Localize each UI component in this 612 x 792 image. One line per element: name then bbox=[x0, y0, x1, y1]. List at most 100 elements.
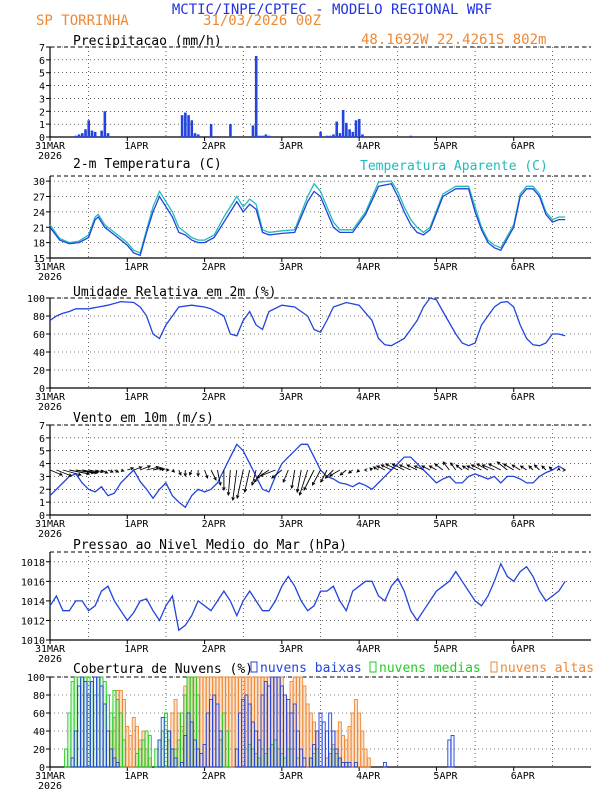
wind-vector bbox=[511, 464, 521, 471]
y-tick-label: 4 bbox=[39, 82, 45, 93]
wind-arrow-head bbox=[384, 463, 389, 467]
precip-bar bbox=[106, 133, 110, 137]
wind-arrow-head bbox=[271, 475, 275, 479]
wind-vector bbox=[217, 469, 221, 486]
wind-arrow-head bbox=[428, 465, 433, 469]
wind-vector bbox=[421, 465, 431, 471]
cloud-bar-nuvens-baixas bbox=[170, 748, 175, 768]
panel-1: 0 1 2 34 5 6 7 31MAR 1APR 2APR 3APR 4APR 5APR 6APR 202… bbox=[35, 34, 591, 162]
wind-vector bbox=[320, 469, 328, 483]
wind-vector bbox=[339, 469, 347, 476]
cloud-bar-nuvens-baixas bbox=[254, 730, 259, 768]
precip-bar bbox=[193, 133, 197, 137]
wind-vector bbox=[455, 464, 463, 471]
cloud-bar-nuvens-altas bbox=[231, 676, 236, 768]
cloud-bar-nuvens-baixas bbox=[247, 703, 252, 768]
cloud-bar-nuvens-baixas bbox=[447, 739, 452, 768]
wind-arrow-head bbox=[320, 479, 324, 483]
wind-vector bbox=[260, 469, 276, 477]
x-tick-label: 6APR bbox=[511, 262, 536, 273]
precip-bar bbox=[345, 122, 348, 137]
cloud-bar-nuvens-baixas bbox=[276, 676, 281, 768]
wind-vector bbox=[406, 464, 418, 471]
cloud-bar-nuvens-baixas bbox=[202, 744, 207, 768]
y-tick-label: 80 bbox=[33, 312, 45, 323]
cloud-bar-nuvens-baixas bbox=[347, 762, 352, 768]
cloud-bar-nuvens-baixas bbox=[257, 739, 262, 768]
wind-arrow-head bbox=[100, 469, 105, 474]
y-tick-label: 0 bbox=[39, 511, 45, 522]
wind-vector bbox=[376, 465, 386, 471]
wind-vector bbox=[69, 469, 90, 475]
wind-vector bbox=[303, 469, 315, 491]
wind-vector bbox=[256, 469, 270, 479]
wind-arrow-head bbox=[166, 468, 170, 472]
cloud-bar-nuvens-baixas bbox=[70, 757, 75, 768]
wind-arrow-head bbox=[372, 466, 377, 470]
x-tick-label: 6APR bbox=[511, 771, 536, 782]
y-tick-label: 40 bbox=[33, 727, 45, 738]
cloud-bar-nuvens-baixas bbox=[273, 676, 278, 768]
precip-bar bbox=[264, 134, 268, 137]
y-tick-label: 3 bbox=[39, 94, 45, 105]
wind-vector bbox=[482, 464, 495, 471]
y-tick-label: 80 bbox=[33, 691, 45, 702]
cloud-bar-nuvens-baixas bbox=[353, 762, 358, 768]
wind-vector bbox=[385, 463, 398, 471]
wind-arrow-head bbox=[282, 478, 286, 483]
precip-bar bbox=[196, 134, 200, 137]
cloud-bar-nuvens-medias bbox=[144, 730, 149, 768]
y-tick-label: 100 bbox=[27, 673, 45, 684]
cloud-bar-nuvens-baixas bbox=[212, 694, 217, 768]
wind-arrow-head bbox=[130, 467, 135, 471]
y-tick-label: 21 bbox=[33, 223, 45, 234]
cloud-bar-nuvens-baixas bbox=[308, 757, 313, 768]
cloud-bar-nuvens-altas bbox=[350, 712, 355, 768]
x-tick-label: 3APR bbox=[279, 644, 304, 655]
wind-arrow-head bbox=[171, 468, 176, 473]
cloud-bar-nuvens-baixas bbox=[215, 703, 220, 768]
wind-arrow-head bbox=[213, 477, 217, 481]
wind-arrow-head bbox=[243, 488, 247, 493]
wind-arrow-head bbox=[369, 467, 374, 472]
wind-vector bbox=[296, 469, 302, 493]
precip-bar bbox=[261, 135, 264, 137]
x-tick-label: 5APR bbox=[433, 519, 458, 530]
cloud-bar-nuvens-baixas bbox=[189, 721, 194, 768]
x-tick-label: 2APR bbox=[202, 519, 227, 530]
wind-vector bbox=[442, 461, 450, 471]
wind-arrow-head bbox=[178, 471, 182, 476]
wind-vector bbox=[466, 465, 476, 471]
wind-arrow-head bbox=[253, 478, 258, 483]
wind-arrow-head bbox=[434, 463, 438, 467]
x-tick-label: 31MAR bbox=[35, 141, 66, 152]
wind-arrow-head bbox=[528, 465, 533, 470]
y-tick-label: 0 bbox=[39, 384, 45, 395]
x-tick-label: 5APR bbox=[433, 141, 458, 152]
wind-vector bbox=[82, 469, 98, 474]
y-tick-label: 30 bbox=[33, 177, 45, 188]
cloud-bar-nuvens-baixas bbox=[334, 748, 339, 768]
cloud-bar-nuvens-medias bbox=[122, 739, 127, 768]
cloud-bar-nuvens-baixas bbox=[318, 712, 323, 768]
y-tick-label: 2 bbox=[39, 107, 45, 118]
precip-bar bbox=[103, 111, 107, 137]
wind-arrow-head bbox=[161, 467, 166, 472]
wind-arrow-head bbox=[496, 461, 501, 465]
cloud-bar-nuvens-baixas bbox=[279, 685, 284, 768]
wind-vector bbox=[462, 465, 469, 471]
cloud-bar-nuvens-medias bbox=[138, 748, 143, 768]
x-tick-label: 3APR bbox=[279, 262, 304, 273]
wind-arrow-head bbox=[138, 466, 143, 470]
precip-bar bbox=[74, 135, 78, 137]
year-label: 2026 bbox=[38, 272, 62, 283]
x-tick-label: 1APR bbox=[124, 771, 149, 782]
cloud-bar-nuvens-baixas bbox=[270, 676, 275, 768]
wind-vector bbox=[329, 469, 341, 477]
cloud-bar-nuvens-altas bbox=[357, 712, 362, 768]
wind-vector bbox=[392, 463, 405, 471]
wind-arrow-head bbox=[290, 484, 294, 489]
cloud-bar-nuvens-altas bbox=[128, 735, 133, 768]
x-tick-label: 1APR bbox=[124, 519, 149, 530]
